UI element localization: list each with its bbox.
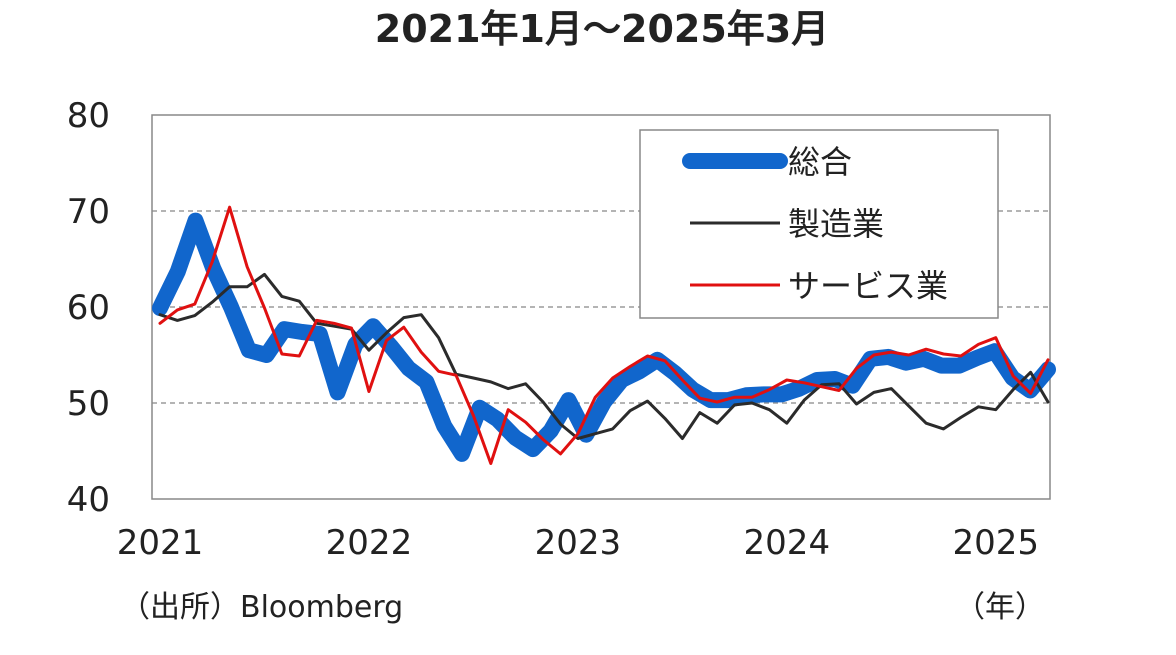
series-group: [152, 205, 1056, 465]
x-tick-label: 2022: [326, 523, 413, 563]
x-tick-label: 2021: [117, 523, 204, 563]
legend-label-sogo: 総合: [788, 143, 852, 181]
chart-title: 2021年1月～2025年3月: [375, 7, 829, 51]
plot-area: [151, 114, 1051, 500]
x-tick-label: 2024: [744, 523, 831, 563]
series-line-sogo: [152, 212, 1056, 462]
y-tick-label: 70: [67, 192, 110, 232]
x-tick-label: 2023: [535, 523, 622, 563]
x-tick-label: 2025: [952, 523, 1039, 563]
x-axis-ticks: 2021 2022 2023 2024 2025: [117, 523, 1039, 563]
series-line-service: [158, 205, 1050, 465]
legend-label-seizo: 製造業: [788, 205, 884, 243]
y-tick-label: 40: [67, 480, 110, 520]
y-tick-label: 50: [67, 384, 110, 424]
legend: 総合 製造業 サービス業: [639, 129, 999, 319]
source-note: （出所）Bloomberg: [120, 590, 403, 625]
y-axis-ticks: 40 50 60 70 80: [67, 96, 110, 520]
series-line-seizo: [158, 272, 1050, 440]
legend-label-service: サービス業: [788, 267, 948, 305]
unit-note: （年）: [955, 590, 1045, 625]
y-tick-label: 80: [67, 96, 110, 136]
y-tick-label: 60: [67, 288, 110, 328]
